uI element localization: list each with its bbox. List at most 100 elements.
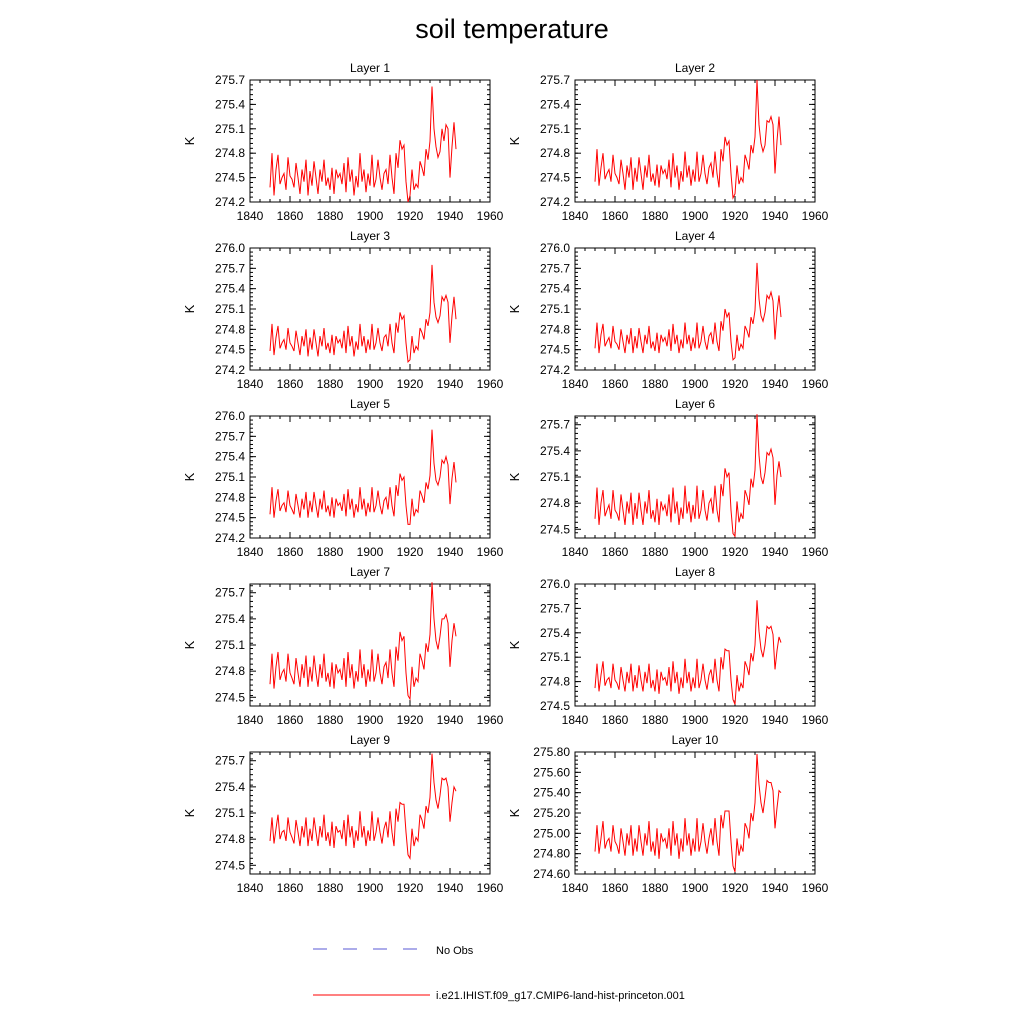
x-tick-label: 1840 [237, 377, 264, 391]
y-tick-label: 275.1 [540, 122, 570, 136]
x-tick-label: 1940 [762, 881, 789, 895]
x-tick-label: 1860 [277, 713, 304, 727]
y-tick-label: 275.4 [215, 450, 245, 464]
y-axis-label: K [507, 136, 522, 145]
panel-1: Layer 1 1840 1860 1880 1900 1920 1940 1960 274.2… [182, 61, 504, 223]
plot-frame [574, 415, 816, 539]
x-tick-label: 1920 [722, 545, 749, 559]
x-tick-label: 1840 [562, 545, 589, 559]
x-tick-label: 1860 [277, 209, 304, 223]
y-axis-label: K [507, 808, 522, 817]
panel-title: Layer 7 [350, 565, 390, 579]
series-line [594, 414, 782, 538]
x-tick-label: 1880 [317, 377, 344, 391]
y-axis-label: K [182, 640, 197, 649]
x-tick-label: 1940 [762, 209, 789, 223]
y-tick-label: 275.4 [540, 626, 570, 640]
y-tick-label: 275.1 [215, 122, 245, 136]
plot-frame [574, 79, 816, 203]
y-tick-label: 274.5 [540, 699, 570, 713]
y-axis-label: K [182, 472, 197, 481]
x-tick-label: 1960 [477, 713, 504, 727]
x-tick-label: 1840 [562, 377, 589, 391]
panel-title: Layer 6 [675, 397, 715, 411]
y-tick-label: 274.5 [215, 511, 245, 525]
legend-model-label: i.e21.IHIST.f09_g17.CMIP6-land-hist-prin… [436, 990, 685, 1002]
y-tick-label: 274.2 [215, 531, 245, 545]
x-tick-label: 1860 [602, 209, 629, 223]
x-tick-label: 1940 [437, 545, 464, 559]
plot-frame [249, 583, 491, 707]
x-tick-label: 1940 [762, 545, 789, 559]
panel-2: Layer 2 1840 1860 1880 1900 1920 1940 1960 274.2… [507, 61, 829, 223]
x-tick-label: 1920 [397, 545, 424, 559]
y-tick-label: 274.5 [215, 858, 245, 872]
y-tick-label: 274.8 [215, 832, 245, 846]
figure-title: soil temperature [415, 14, 609, 44]
y-tick-label: 276.0 [540, 241, 570, 255]
x-tick-label: 1900 [682, 545, 709, 559]
x-tick-label: 1840 [237, 713, 264, 727]
x-tick-label: 1880 [317, 881, 344, 895]
x-tick-label: 1920 [397, 713, 424, 727]
y-tick-label: 274.5 [540, 171, 570, 185]
x-tick-label: 1880 [317, 713, 344, 727]
y-tick-label: 275.4 [540, 282, 570, 296]
x-tick-label: 1900 [357, 377, 384, 391]
x-tick-label: 1900 [357, 713, 384, 727]
panel-3: Layer 3 1840 1860 1880 1900 1920 1940 1960 274.2… [182, 229, 504, 391]
x-tick-label: 1880 [642, 377, 669, 391]
panel-4: Layer 4 1840 1860 1880 1900 1920 1940 1960 274.2… [507, 229, 829, 391]
x-tick-label: 1940 [437, 209, 464, 223]
y-tick-label: 275.7 [540, 261, 570, 275]
x-tick-label: 1840 [562, 713, 589, 727]
panel-6: Layer 6 1840 1860 1880 1900 1920 1940 1960 274.5… [507, 397, 829, 559]
y-tick-label: 274.8 [540, 496, 570, 510]
x-tick-label: 1880 [642, 209, 669, 223]
y-tick-label: 274.80 [533, 847, 570, 861]
y-tick-label: 274.8 [540, 146, 570, 160]
x-tick-label: 1920 [722, 209, 749, 223]
x-tick-label: 1960 [477, 545, 504, 559]
x-tick-label: 1860 [602, 713, 629, 727]
y-tick-label: 275.7 [215, 754, 245, 768]
plot-frame [249, 751, 491, 875]
x-tick-label: 1960 [477, 209, 504, 223]
y-tick-label: 275.7 [215, 429, 245, 443]
y-tick-label: 275.80 [533, 745, 570, 759]
y-tick-label: 275.7 [215, 261, 245, 275]
series-line [269, 86, 457, 203]
x-tick-label: 1960 [802, 545, 829, 559]
y-tick-label: 275.4 [215, 780, 245, 794]
y-tick-label: 275.00 [533, 826, 570, 840]
series-line [594, 262, 782, 361]
panel-title: Layer 3 [350, 229, 390, 243]
x-tick-label: 1940 [437, 713, 464, 727]
y-tick-label: 275.20 [533, 806, 570, 820]
panel-7: Layer 7 1840 1860 1880 1900 1920 1940 1960 274.5… [182, 565, 504, 727]
x-tick-label: 1900 [682, 713, 709, 727]
panel-title: Layer 1 [350, 61, 390, 75]
y-tick-label: 275.4 [215, 97, 245, 111]
x-tick-label: 1940 [762, 377, 789, 391]
x-tick-label: 1940 [437, 881, 464, 895]
y-tick-label: 276.0 [540, 577, 570, 591]
x-tick-label: 1880 [642, 545, 669, 559]
x-tick-label: 1880 [317, 545, 344, 559]
y-tick-label: 275.1 [215, 638, 245, 652]
y-tick-label: 274.8 [540, 322, 570, 336]
y-tick-label: 274.5 [215, 343, 245, 357]
x-tick-label: 1840 [237, 881, 264, 895]
y-tick-label: 276.0 [215, 409, 245, 423]
series-line [269, 753, 457, 860]
x-tick-label: 1960 [477, 377, 504, 391]
panel-8: Layer 8 1840 1860 1880 1900 1920 1940 1960 274.5… [507, 565, 829, 727]
x-tick-label: 1900 [357, 545, 384, 559]
y-axis-label: K [507, 472, 522, 481]
y-tick-label: 276.0 [215, 241, 245, 255]
x-tick-label: 1840 [237, 545, 264, 559]
x-tick-label: 1900 [682, 881, 709, 895]
panel-title: Layer 9 [350, 733, 390, 747]
y-tick-label: 275.4 [215, 282, 245, 296]
